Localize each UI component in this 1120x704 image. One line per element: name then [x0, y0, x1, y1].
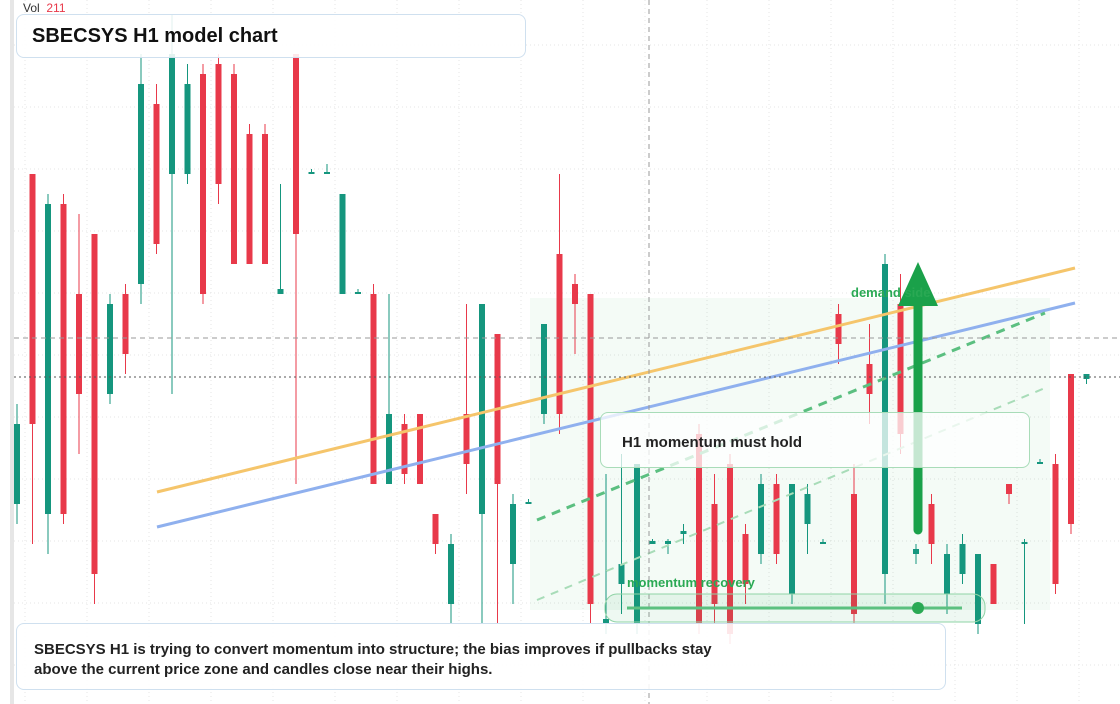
- candle-body: [587, 294, 594, 604]
- candle-body: [107, 304, 113, 394]
- candle-body: [944, 554, 950, 594]
- candle-body: [618, 564, 625, 584]
- candle-body: [432, 514, 439, 544]
- candle-body: [463, 414, 470, 464]
- candle-body: [153, 104, 160, 244]
- annotation: H1 momentum must hold: [600, 412, 1030, 468]
- arrow-head: [898, 262, 938, 306]
- candle-body: [556, 254, 563, 414]
- candle-body: [262, 134, 268, 264]
- candle-body: [959, 544, 966, 574]
- candle-body: [990, 564, 997, 604]
- candle-body: [339, 194, 346, 294]
- candle-body: [138, 84, 144, 284]
- candle-body: [386, 414, 392, 484]
- candle-body: [525, 502, 532, 504]
- candle-body: [355, 292, 361, 294]
- candle-body: [246, 134, 253, 264]
- volume-label-text: Vol: [23, 1, 40, 15]
- chart-title: SBECSYS H1 model chart: [16, 14, 526, 58]
- candle-body: [1068, 374, 1074, 524]
- candle-body: [1052, 464, 1059, 584]
- candle-body: [572, 284, 578, 304]
- candle-body: [711, 504, 718, 604]
- candle-body: [29, 174, 36, 424]
- candle-body: [293, 54, 299, 234]
- note-box: SBECSYS H1 is trying to convert momentum…: [16, 623, 946, 690]
- candle-body: [649, 541, 656, 544]
- candle-body: [789, 484, 795, 594]
- candle-body: [1021, 542, 1028, 544]
- candle-body: [742, 534, 749, 584]
- candle-body: [401, 424, 408, 474]
- candle-body: [231, 74, 237, 264]
- candle-body: [45, 204, 51, 514]
- candle-body: [913, 549, 919, 554]
- candle-body: [1083, 374, 1090, 379]
- recovery-dot: [912, 602, 924, 614]
- candle-body: [928, 504, 935, 544]
- candle-body: [370, 294, 377, 484]
- candle-body: [91, 234, 98, 574]
- candle-body: [510, 504, 516, 564]
- candle-body: [14, 424, 20, 504]
- candle-body: [200, 74, 206, 294]
- volume-label: Vol 211: [23, 1, 66, 15]
- candle-body: [1006, 484, 1012, 494]
- candle-body: [634, 464, 640, 624]
- volume-value: 211: [46, 1, 66, 15]
- candle-body: [835, 314, 842, 344]
- candle-body: [866, 364, 873, 394]
- annotation: momentum recovery: [627, 575, 755, 590]
- candle-body: [60, 204, 67, 514]
- candle-body: [804, 494, 811, 524]
- candle-body: [603, 619, 609, 624]
- note: SBECSYS H1 is trying to convert momentum…: [34, 641, 712, 678]
- candle-body: [758, 484, 764, 554]
- trend-line: [536, 387, 1046, 601]
- candle-body: [773, 484, 780, 554]
- candle-body: [696, 434, 702, 624]
- candle-body: [324, 172, 330, 174]
- annotation: demand side: [851, 285, 931, 300]
- candle-body: [851, 494, 857, 614]
- candle-body: [541, 324, 547, 414]
- candle-body: [76, 294, 82, 394]
- candle-body: [184, 84, 191, 174]
- candle-body: [215, 64, 222, 184]
- left-edge: [10, 0, 14, 704]
- candle-body: [479, 304, 485, 514]
- candle-body: [1037, 462, 1043, 464]
- candle-body: [820, 542, 826, 544]
- candle-body: [448, 544, 454, 604]
- candle-body: [897, 304, 904, 434]
- candle-body: [665, 541, 671, 544]
- candle-body: [417, 414, 423, 484]
- candle-body: [975, 554, 981, 624]
- candle-body: [680, 531, 687, 534]
- candle-body: [308, 172, 315, 174]
- candle-body: [277, 289, 284, 294]
- candle-body: [727, 464, 733, 634]
- candle-body: [122, 294, 129, 354]
- candle-body: [169, 54, 175, 174]
